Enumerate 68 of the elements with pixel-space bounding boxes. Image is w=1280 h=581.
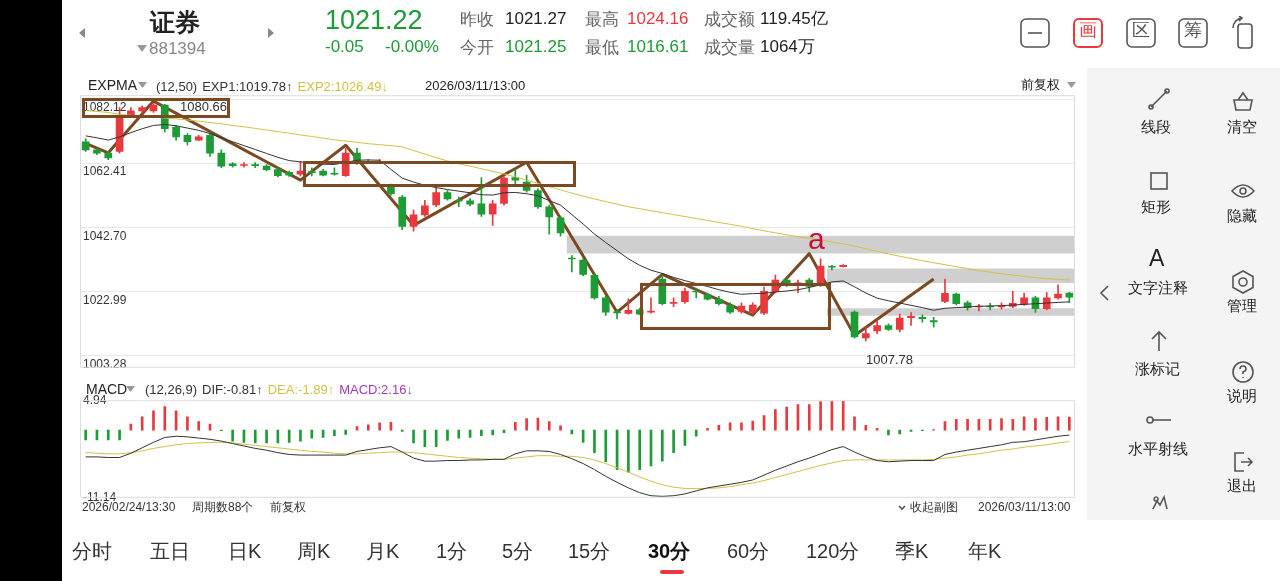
text: 矩形 — [1141, 198, 1171, 216]
text: 隐藏 — [1227, 207, 1257, 225]
text: 1分 — [436, 540, 468, 562]
text: A — [1149, 245, 1165, 272]
text: 今开 — [460, 38, 494, 58]
text: 1016.61 — [627, 37, 689, 57]
text: 1021.25 — [505, 37, 567, 57]
chart-title: MACD — [86, 381, 128, 397]
text: 收起副图 — [910, 500, 958, 515]
text: 前复权 — [270, 500, 306, 515]
text: 2026/03/11/13:00 — [978, 500, 1071, 515]
text: DEA:-1.89↑ — [267, 382, 335, 397]
text: 30分 — [648, 540, 691, 562]
text: 五日 — [150, 540, 190, 562]
text: 1024.16 — [627, 9, 689, 29]
text: 2026/03/11/13:00 — [425, 78, 526, 94]
text: 周K — [297, 540, 331, 562]
text: MACD:2.16↓ — [339, 382, 413, 397]
text: 最高 — [585, 10, 619, 30]
text: 最低 — [585, 38, 619, 58]
text: 15分 — [568, 540, 611, 562]
text: 区 — [1132, 20, 1150, 41]
text: 1064万 — [760, 37, 815, 57]
text: 涨标记 — [1135, 360, 1180, 378]
y-tick-label: 1003.28 — [83, 356, 127, 371]
text: 成交额 — [704, 10, 755, 30]
text: 管理 — [1227, 297, 1257, 315]
text: 120分 — [806, 540, 860, 562]
text: 水平射线 — [1128, 440, 1188, 458]
text: 成交量 — [704, 38, 755, 58]
annotation: 1080.66 — [180, 99, 227, 115]
text: 画 — [1079, 20, 1097, 41]
text: 季K — [895, 540, 929, 562]
text: 线段 — [1141, 118, 1171, 136]
text: EXPMA — [88, 77, 138, 94]
annotation: 1007.78 — [866, 352, 913, 368]
y-tick-label: 1082.12 — [83, 100, 127, 115]
text: 1021.22 — [325, 5, 423, 36]
text: 119.45亿 — [760, 9, 828, 29]
legend-title: (12,50) — [156, 79, 198, 94]
text: -0.00% — [385, 37, 439, 57]
text: DIF:-0.81↑ — [202, 382, 263, 397]
text: 日K — [228, 540, 262, 562]
text: 5分 — [502, 540, 534, 562]
text: 筹 — [1184, 20, 1202, 41]
text: 昨收 — [460, 10, 494, 30]
text: 2026/02/24/13:30 — [82, 500, 176, 515]
text: 60分 — [727, 540, 770, 562]
text: 分时 — [72, 540, 112, 562]
text: 文字注释 — [1128, 279, 1188, 297]
chart-subtitle: 881394 — [149, 39, 206, 59]
text: 1021.27 — [505, 9, 567, 29]
text: EXP2:1026.49↓ — [297, 79, 388, 94]
legend-title: (12,26,9) — [145, 382, 198, 397]
text: 清空 — [1227, 118, 1257, 136]
annotation: a — [808, 222, 825, 255]
text: 退出 — [1227, 477, 1257, 495]
text: -0.05 — [325, 37, 364, 57]
y-tick-label: 1042.70 — [83, 228, 127, 243]
y-tick-label: 1022.99 — [83, 292, 127, 307]
text: 前复权 — [1021, 77, 1060, 93]
y-tick-label: 1062.41 — [83, 164, 127, 179]
text: 月K — [366, 540, 400, 562]
chart-title: 证券 — [150, 8, 200, 37]
text: 年K — [968, 540, 1002, 562]
text: 说明 — [1227, 387, 1257, 405]
text: 周期数88个 — [192, 500, 254, 515]
text: EXP1:1019.78↑ — [202, 79, 293, 94]
